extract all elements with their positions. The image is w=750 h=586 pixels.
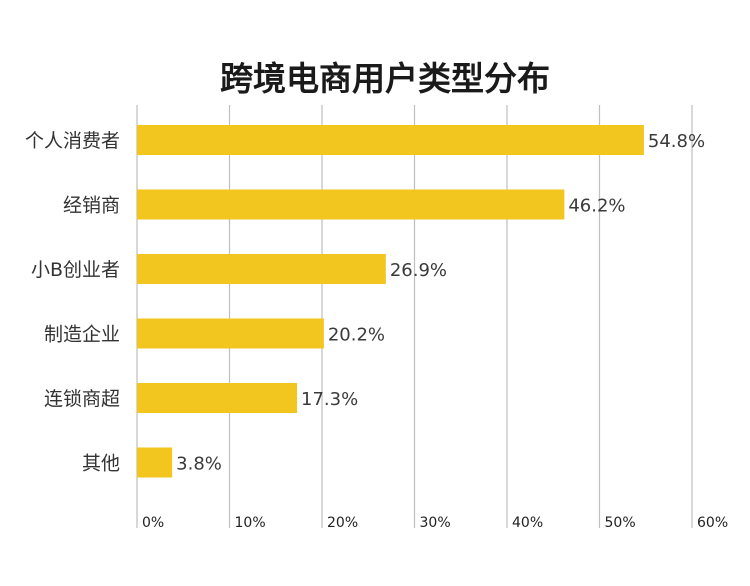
value-label: 3.8%: [176, 454, 222, 475]
x-tick-label: 20%: [327, 515, 358, 531]
value-label: 54.8%: [648, 131, 705, 152]
x-axis-ticks: 0% 10% 20% 30% 40% 50% 60%: [142, 515, 728, 531]
category-label: 小B创业者: [31, 259, 120, 281]
value-label: 26.9%: [390, 260, 447, 281]
bar: [137, 189, 565, 220]
bar: [137, 318, 324, 349]
value-label: 46.2%: [568, 196, 625, 217]
x-tick-label: 50%: [605, 515, 636, 531]
chart-title: 跨境电商用户类型分布: [220, 59, 550, 98]
bars: [137, 125, 644, 478]
bar: [137, 383, 298, 413]
x-tick-label: 60%: [697, 515, 728, 531]
value-label: 20.2%: [328, 325, 385, 346]
category-label: 个人消费者: [25, 130, 120, 152]
x-tick-label: 10%: [235, 515, 266, 531]
x-tick-label: 40%: [512, 515, 543, 531]
bar: [137, 254, 386, 284]
grid-lines: [136, 105, 693, 528]
category-label: 制造企业: [44, 324, 120, 346]
x-tick-label: 30%: [420, 515, 451, 531]
bar: [137, 125, 644, 155]
x-tick-label: 0%: [142, 515, 164, 531]
labels: 个人消费者 54.8% 经销商 46.2% 小B创业者 26.9% 制造企业 20.2% 连锁商…: [25, 130, 705, 475]
value-label: 17.3%: [301, 389, 358, 410]
category-label: 其他: [82, 453, 120, 475]
bar: [137, 447, 173, 478]
category-label: 连锁商超: [44, 388, 120, 410]
category-label: 经销商: [63, 195, 120, 217]
